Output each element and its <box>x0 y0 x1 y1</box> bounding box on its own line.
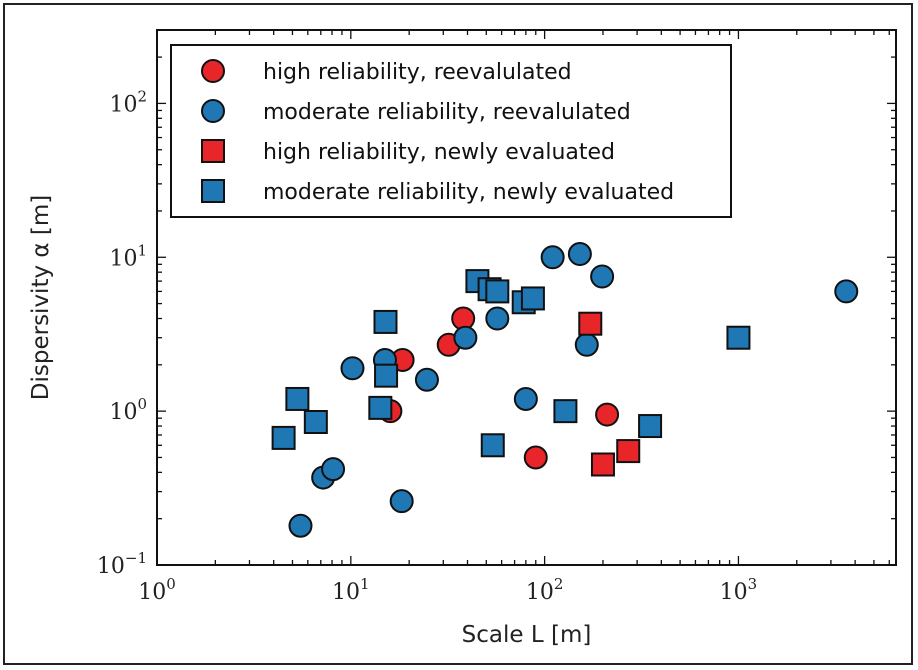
y-tick-label: 10−1 <box>97 549 147 579</box>
data-point-series-4 <box>485 279 510 304</box>
data-point-series-2 <box>834 279 859 304</box>
data-point-series-4 <box>638 414 663 439</box>
y-tick-label: 100 <box>109 395 147 425</box>
legend-marker <box>201 59 225 83</box>
plot-frame <box>156 29 897 566</box>
data-point-series-2 <box>540 245 565 270</box>
legend-label: moderate reliability, reevalulated <box>263 100 631 125</box>
legend-label: high reliability, reevalulated <box>263 60 572 85</box>
data-point-series-4 <box>303 409 328 434</box>
data-point-series-4 <box>553 399 578 424</box>
data-point-series-4 <box>726 325 751 350</box>
y-tick-label: 101 <box>109 241 147 271</box>
data-point-series-4 <box>374 363 399 388</box>
data-point-series-2 <box>389 489 414 514</box>
data-point-series-2 <box>485 306 510 331</box>
data-point-series-4 <box>368 395 393 420</box>
data-point-series-4 <box>285 386 310 411</box>
data-point-series-1 <box>595 402 620 427</box>
data-point-series-1 <box>523 445 548 470</box>
y-axis-label: Dispersivity α [m] <box>28 195 54 400</box>
x-tick-label: 100 <box>138 575 176 605</box>
data-point-series-2 <box>590 264 615 289</box>
x-tick-label: 102 <box>526 575 564 605</box>
data-point-series-3 <box>578 311 603 336</box>
data-point-series-4 <box>520 286 545 311</box>
x-tick-label: 103 <box>720 575 758 605</box>
legend-label: high reliability, newly evaluated <box>263 140 615 165</box>
legend-marker <box>201 99 225 123</box>
data-point-series-2 <box>453 325 478 350</box>
legend-label: moderate reliability, newly evaluated <box>263 180 674 205</box>
legend-marker <box>201 139 225 163</box>
data-point-series-2 <box>414 367 439 392</box>
data-point-series-2 <box>567 242 592 267</box>
data-point-series-2 <box>574 332 599 357</box>
data-point-series-4 <box>271 425 296 450</box>
data-point-series-2 <box>340 356 365 381</box>
data-point-series-2 <box>513 386 538 411</box>
y-tick-label: 102 <box>109 87 147 117</box>
data-point-series-2 <box>321 457 346 482</box>
data-point-series-3 <box>590 452 615 477</box>
data-point-series-3 <box>616 439 641 464</box>
data-point-series-2 <box>288 513 313 538</box>
data-point-series-4 <box>373 309 398 334</box>
legend-marker <box>201 179 225 203</box>
data-point-series-4 <box>480 433 505 458</box>
legend-box <box>170 44 732 218</box>
figure-frame <box>3 3 913 665</box>
x-tick-label: 101 <box>332 575 370 605</box>
x-axis-label: Scale L [m] <box>462 622 592 648</box>
